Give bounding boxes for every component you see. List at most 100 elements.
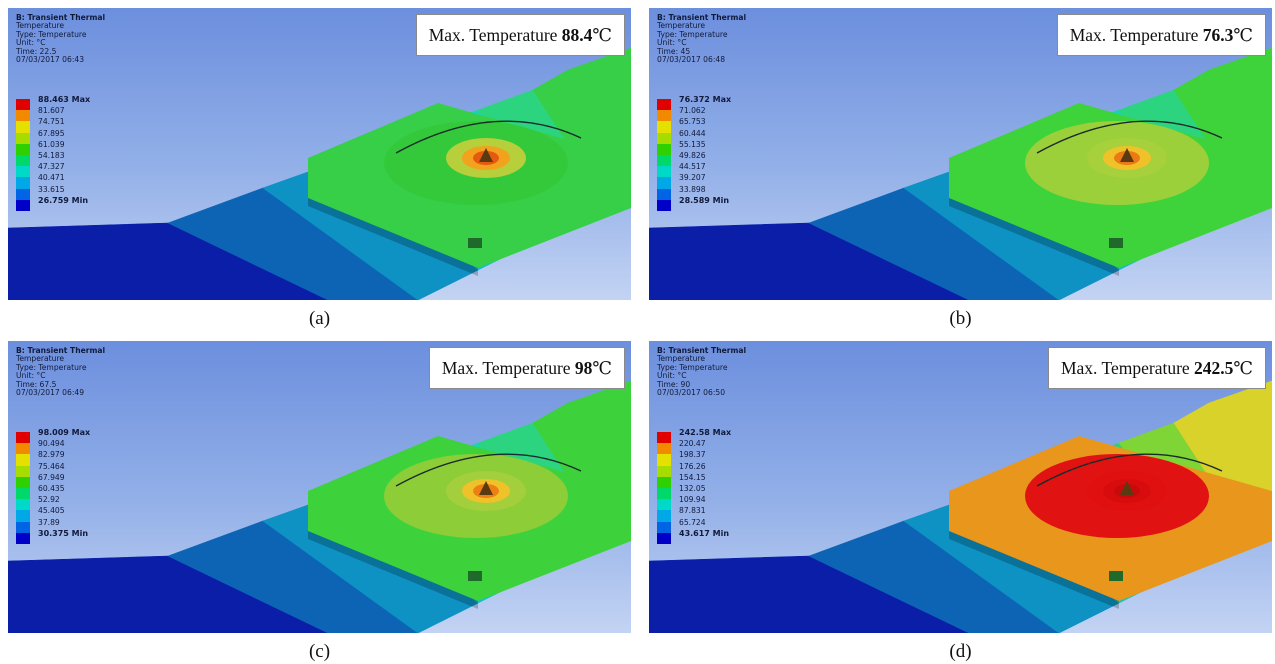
- plate-model-view: [8, 47, 631, 300]
- temperature-band: [808, 187, 1060, 300]
- legend-swatch: [16, 499, 30, 511]
- badge-value: 76.3: [1202, 25, 1234, 45]
- result-panel: B: Transient Thermal Temperature Type: Tem…: [8, 8, 631, 300]
- legend-label: 40.471: [38, 173, 65, 183]
- tool-tip-icon: [1120, 148, 1134, 162]
- panel-caption: (c): [308, 641, 331, 662]
- legend-label: 109.94: [679, 495, 706, 505]
- legend-label: 75.464: [38, 461, 65, 471]
- header-line: Unit: °C: [16, 371, 46, 381]
- legend-swatch: [16, 487, 30, 500]
- legend-swatch: [657, 487, 671, 500]
- legend-swatch: [657, 510, 671, 522]
- weld-seam-arc: [1036, 453, 1223, 487]
- temperature-band: [649, 555, 970, 633]
- max-temperature-badge: Max. Temperature 242.5℃: [1047, 347, 1266, 389]
- temperature-band: [8, 555, 329, 633]
- legend-swatch: [657, 166, 671, 178]
- badge-prefix: Max. Temperature: [1069, 25, 1203, 45]
- legend-swatch: [657, 454, 671, 466]
- legend-label: 76.372 Max: [679, 95, 732, 104]
- panel-caption: (d): [949, 641, 972, 662]
- temperature-band: [167, 520, 419, 633]
- legend-label: 43.617 Min: [679, 528, 730, 538]
- badge-value: 242.5: [1194, 358, 1234, 378]
- plate-model-view: [8, 380, 631, 633]
- legend-swatch: [16, 188, 30, 200]
- legend-swatch: [16, 510, 30, 522]
- legend-swatch: [657, 532, 671, 544]
- badge-unit: ℃: [592, 358, 612, 378]
- badge-unit: ℃: [1233, 358, 1253, 378]
- header-line: Unit: °C: [657, 371, 687, 381]
- max-temperature-badge: Max. Temperature 88.4℃: [415, 14, 625, 56]
- legend-label: 39.207: [679, 173, 706, 183]
- legend-label: 37.89: [38, 517, 60, 527]
- result-header: B: Transient Thermal Temperature Type: Tem…: [16, 346, 105, 398]
- legend-swatch: [657, 432, 671, 444]
- legend-swatch: [16, 454, 30, 466]
- header-line: 07/03/2017 06:43: [16, 55, 85, 65]
- legend-label: 176.26: [679, 461, 706, 471]
- legend-label: 65.724: [679, 517, 706, 527]
- header-line: Time: 90: [657, 379, 691, 389]
- tool-tip-icon: [479, 148, 493, 162]
- header-line: Type: Temperature: [657, 29, 728, 39]
- panel-caption: (a): [308, 308, 331, 329]
- legend-swatch: [16, 143, 30, 155]
- plate-model-view: [649, 47, 1272, 300]
- header-line: 07/03/2017 06:49: [16, 388, 85, 398]
- legend-label: 45.405: [38, 506, 65, 516]
- legend-swatch: [657, 499, 671, 511]
- temperature-band: [808, 520, 1060, 633]
- result-panel: B: Transient Thermal Temperature Type: Tem…: [649, 341, 1272, 633]
- legend-swatch: [657, 443, 671, 455]
- legend-swatch: [16, 121, 30, 133]
- badge-unit: ℃: [592, 25, 612, 45]
- legend-label: 33.898: [679, 184, 706, 194]
- header-line: Temperature: [657, 354, 706, 364]
- max-temperature-badge: Max. Temperature 76.3℃: [1056, 14, 1266, 56]
- weld-seam-arc: [1036, 120, 1223, 154]
- max-temperature-badge: Max. Temperature 98℃: [428, 347, 625, 389]
- plate-notch: [1109, 238, 1123, 248]
- legend-swatch: [657, 476, 671, 488]
- plate-front-edge: [949, 531, 1119, 609]
- legend-swatch: [16, 476, 30, 488]
- header-line: 07/03/2017 06:50: [657, 388, 726, 398]
- header-line: Type: Temperature: [16, 29, 87, 39]
- legend-label: 60.444: [679, 128, 706, 138]
- legend-label: 55.135: [679, 139, 706, 149]
- legend-swatch: [16, 132, 30, 144]
- legend-swatch: [16, 99, 30, 111]
- legend-label: 67.895: [38, 128, 65, 138]
- legend-swatch: [16, 177, 30, 189]
- header-line: Unit: °C: [657, 38, 687, 48]
- plate-notch: [468, 571, 482, 581]
- plate-front-edge: [949, 198, 1119, 276]
- plate-model-view: [649, 380, 1272, 633]
- legend-swatch: [16, 432, 30, 444]
- legend-label: 60.435: [38, 483, 65, 493]
- badge-value: 98: [574, 358, 593, 378]
- legend-swatch: [657, 132, 671, 144]
- badge-value: 88.4: [561, 25, 593, 45]
- legend-swatch: [657, 188, 671, 200]
- legend-swatch: [657, 110, 671, 122]
- legend-label: 44.517: [679, 162, 706, 172]
- legend-label: 87.831: [679, 506, 706, 516]
- result-header: B: Transient Thermal Temperature Type: Tem…: [657, 346, 746, 398]
- result-panel: B: Transient Thermal Temperature Type: Tem…: [8, 341, 631, 633]
- plate-front-edge: [308, 531, 478, 609]
- legend-label: 49.826: [679, 150, 706, 160]
- legend-label: 54.183: [38, 150, 65, 160]
- legend-swatch: [657, 99, 671, 111]
- legend-swatch: [16, 110, 30, 122]
- header-line: Unit: °C: [16, 38, 46, 48]
- legend-label: 98.009 Max: [38, 428, 91, 437]
- result-header: B: Transient Thermal Temperature Type: Tem…: [16, 13, 105, 65]
- legend-swatch: [16, 521, 30, 533]
- legend-label: 198.37: [679, 450, 706, 460]
- legend-label: 74.751: [38, 117, 65, 127]
- legend-label: 33.615: [38, 184, 65, 194]
